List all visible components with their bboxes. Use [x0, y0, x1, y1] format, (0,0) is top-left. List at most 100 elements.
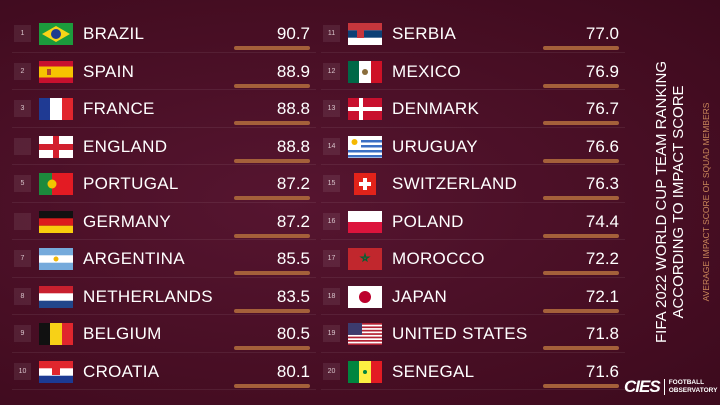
table-row: 15 SWITZERLAND 76.3 — [321, 165, 625, 203]
score-bar — [234, 346, 310, 350]
ranking-column-right: 11 SERBIA 77.0 12 MEXICO 76.9 13 DENMARK… — [321, 15, 625, 390]
rank-badge: 16 — [323, 212, 340, 230]
rank-badge: 11 — [323, 25, 340, 42]
score-bar — [234, 158, 310, 163]
rank-badge: 3 — [14, 100, 31, 117]
logo-tagline: FOOTBALL OBSERVATORY — [663, 379, 718, 395]
table-row: 12 MEXICO 76.9 — [321, 53, 625, 90]
flag-br-icon — [39, 23, 73, 45]
score-bar — [543, 346, 619, 350]
score-bar — [543, 383, 619, 388]
score-value: 76.7 — [585, 99, 619, 118]
score-bar — [543, 271, 619, 275]
score-value: 76.3 — [585, 174, 619, 193]
flag-uy-icon — [348, 135, 382, 158]
country-name: MOROCCO — [392, 249, 485, 268]
score-value: 72.2 — [585, 249, 619, 268]
score-value: 87.2 — [276, 211, 310, 231]
score-bar — [234, 46, 310, 50]
score-value: 88.9 — [276, 61, 310, 81]
table-row: 1 BRAZIL 90.7 — [12, 15, 316, 53]
country-name: SENEGAL — [392, 361, 475, 381]
country-name: FRANCE — [83, 99, 155, 118]
rank-badge — [14, 137, 31, 155]
score-bar — [234, 383, 310, 388]
flag-rs-icon — [348, 23, 382, 45]
rank-badge: 18 — [323, 287, 340, 305]
score-bar — [543, 46, 619, 50]
country-name: BRAZIL — [83, 24, 145, 43]
table-row: 9 BELGIUM 80.5 — [12, 315, 316, 353]
flag-mx-icon — [348, 60, 382, 83]
table-row: 17 MOROCCO 72.2 — [321, 240, 625, 278]
score-value: 83.5 — [276, 286, 310, 306]
flag-dk-icon — [348, 98, 382, 120]
logo-brand: CIES — [624, 377, 661, 396]
logo-tagline-2: OBSERVATORY — [668, 387, 718, 394]
score-value: 71.8 — [585, 324, 619, 343]
flag-be-icon — [39, 323, 73, 345]
flag-pt-icon — [39, 173, 73, 195]
country-name: SERBIA — [392, 24, 457, 43]
rank-badge: 19 — [323, 325, 340, 342]
flag-ch-icon — [354, 173, 376, 195]
score-bar — [234, 121, 310, 125]
score-value: 77.0 — [585, 24, 619, 43]
flag-en-icon — [39, 135, 73, 158]
score-value: 80.1 — [276, 361, 310, 381]
rank-badge: 1 — [14, 25, 31, 42]
score-bar — [543, 196, 619, 200]
score-value: 88.8 — [276, 99, 310, 118]
flag-es-icon — [39, 60, 73, 83]
flag-pl-icon — [348, 210, 382, 233]
score-bar — [543, 83, 619, 88]
table-row: 19 UNITED STATES 71.8 — [321, 315, 625, 353]
flag-jp-icon — [348, 285, 382, 308]
score-value: 87.2 — [276, 174, 310, 193]
country-name: SPAIN — [83, 61, 135, 81]
table-row: 8 NETHERLANDS 83.5 — [12, 278, 316, 315]
score-value: 74.4 — [585, 211, 619, 231]
flag-ar-icon — [39, 248, 73, 270]
country-name: BELGIUM — [83, 324, 162, 343]
rank-badge: 15 — [323, 175, 340, 192]
score-value: 76.9 — [585, 61, 619, 81]
country-name: GERMANY — [83, 211, 172, 231]
country-name: PORTUGAL — [83, 174, 179, 193]
score-value: 76.6 — [585, 136, 619, 156]
country-name: POLAND — [392, 211, 464, 231]
flag-nl-icon — [39, 285, 73, 308]
rank-badge: 8 — [14, 287, 31, 305]
country-name: ENGLAND — [83, 136, 168, 156]
table-row: 3 FRANCE 88.8 — [12, 90, 316, 128]
chart-subtitle: AVERAGE IMPACT SCORE OF SQUAD MEMBERS — [701, 102, 711, 302]
logo-tagline-1: FOOTBALL — [668, 379, 705, 386]
score-bar — [234, 271, 310, 275]
score-value: 88.8 — [276, 136, 310, 156]
flag-ma-icon — [348, 248, 382, 270]
score-bar — [234, 233, 310, 238]
score-bar — [234, 83, 310, 88]
country-name: URUGUAY — [392, 136, 478, 156]
table-row: 14 URUGUAY 76.6 — [321, 128, 625, 165]
score-bar — [234, 308, 310, 313]
score-value: 90.7 — [276, 24, 310, 43]
score-bar — [543, 121, 619, 125]
rank-badge: 9 — [14, 325, 31, 342]
country-name: DENMARK — [392, 99, 480, 118]
table-row: 10 CROATIA 80.1 — [12, 353, 316, 390]
country-name: ARGENTINA — [83, 249, 185, 268]
table-row: 2 SPAIN 88.9 — [12, 53, 316, 90]
table-row: 7 ARGENTINA 85.5 — [12, 240, 316, 278]
score-bar — [543, 158, 619, 163]
table-row: 16 POLAND 74.4 — [321, 203, 625, 240]
title-line-2: ACCORDING TO IMPACT SCORE — [670, 85, 687, 319]
flag-fr-icon — [39, 98, 73, 120]
rank-badge: 10 — [14, 362, 31, 380]
country-name: MEXICO — [392, 61, 461, 81]
score-value: 80.5 — [276, 324, 310, 343]
table-row: 5 PORTUGAL 87.2 — [12, 165, 316, 203]
rank-badge: 7 — [14, 250, 31, 267]
flag-us-icon — [348, 323, 382, 345]
score-bar — [543, 233, 619, 238]
